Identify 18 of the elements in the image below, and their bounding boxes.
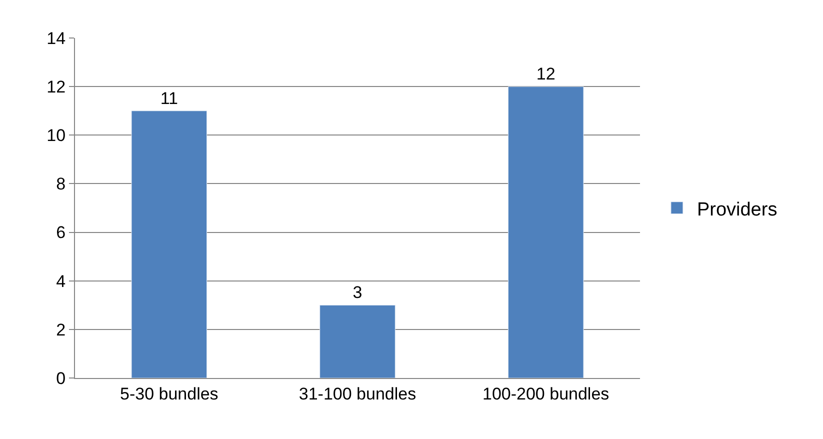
data-label: 12	[536, 64, 556, 84]
y-tick-label: 12	[46, 78, 66, 97]
y-tick-label: 0	[56, 368, 66, 388]
y-tick-label: 4	[56, 272, 66, 291]
bar	[320, 304, 396, 378]
y-tick-label: 6	[56, 223, 66, 242]
data-label: 3	[352, 283, 362, 302]
y-tick-label: 14	[46, 28, 66, 48]
y-tick-label: 8	[56, 174, 66, 194]
bar	[131, 110, 208, 378]
data-label: 11	[160, 88, 178, 108]
y-tick-label: 2	[56, 320, 66, 340]
x-tick-label: 31-100 bundles	[298, 384, 416, 404]
x-tick-label: 100-200 bundles	[482, 384, 610, 404]
x-tick-label: 5-30 bundles	[120, 384, 218, 404]
y-tick-label: 10	[46, 126, 66, 146]
legend-label: Providers	[696, 199, 778, 220]
bar	[508, 86, 584, 378]
